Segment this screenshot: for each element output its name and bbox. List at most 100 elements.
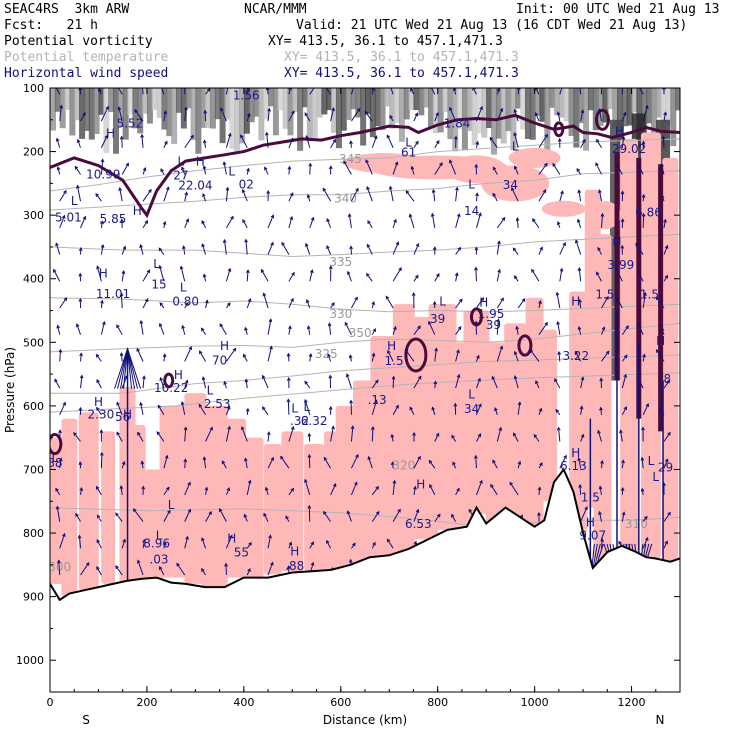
wind-vector-head — [455, 186, 459, 191]
axes: 0 200 400 600 800 1000 1200 100 200 300 400 500 600 7… — [16, 82, 681, 709]
wind-vector-head — [78, 461, 83, 466]
wind-vector — [578, 326, 582, 335]
x-end-label-north: N — [656, 713, 665, 727]
stratosphere-shade — [583, 88, 590, 151]
wind-vector-head — [597, 108, 602, 113]
wind-vector — [180, 266, 186, 282]
wind-vector — [348, 214, 352, 228]
extremum-label: 61 — [401, 146, 416, 160]
wind-vector-head — [349, 245, 353, 250]
wind-vector-head — [641, 426, 645, 431]
wind-vector-head — [513, 432, 517, 437]
wind-vector-head — [181, 245, 186, 250]
wind-vector — [595, 162, 602, 175]
wind-vector — [385, 296, 394, 309]
stratosphere-shade — [292, 88, 299, 113]
wind-vector-head — [323, 82, 326, 85]
init-label: Init: 00 UTC Wed 21 Aug 13 — [516, 2, 720, 17]
wind-vector-head — [622, 111, 627, 116]
wind-vector-head — [660, 163, 664, 168]
wind-vector — [307, 326, 311, 335]
wind-vector-head — [366, 243, 371, 248]
wind-vector-head — [323, 456, 328, 461]
wind-vector — [387, 539, 394, 549]
wind-vector — [267, 319, 272, 335]
wind-vector — [413, 243, 419, 255]
wind-vector — [121, 136, 123, 148]
wind-vector — [531, 269, 540, 282]
stratosphere-shade — [108, 88, 115, 113]
stratosphere-shade — [127, 88, 134, 115]
field-wind-coords: XY= 413.5, 36.1 to 457.1,471.3 — [284, 66, 519, 81]
wind-vector-head — [436, 513, 441, 518]
wind-vector — [642, 537, 649, 549]
wind-vector-head — [395, 241, 400, 246]
wind-vector-head — [288, 325, 292, 330]
wind-vector-head — [78, 88, 83, 91]
wind-vector — [141, 134, 144, 148]
wind-vector-head — [597, 246, 601, 251]
wind-vector-head — [79, 352, 83, 357]
wind-vector-head — [223, 380, 227, 385]
wind-vector — [203, 457, 207, 469]
extremum-label: H — [571, 446, 580, 460]
wind-vector — [267, 346, 273, 362]
field-pv-coords: XY= 413.5, 36.1 to 457.1,471.3 — [268, 34, 503, 49]
wind-vector — [100, 106, 109, 122]
wind-vector-head — [645, 104, 649, 109]
extremum-label: 15 — [151, 277, 166, 291]
wind-vector-head — [415, 140, 419, 145]
wind-vector — [535, 88, 540, 95]
wind-vector — [201, 537, 207, 549]
wind-vector-head — [229, 534, 233, 539]
wind-vector-head — [230, 215, 234, 220]
wind-vector-head — [202, 165, 207, 170]
wind-vector — [538, 163, 548, 175]
wind-vector — [140, 402, 144, 415]
extremum-label: 70 — [212, 354, 227, 368]
extremum-label: .32 — [290, 414, 309, 428]
wind-vector — [97, 514, 102, 522]
wind-vector-head — [328, 165, 333, 170]
wind-vector — [288, 426, 294, 442]
wind-vector-head — [410, 165, 415, 170]
wind-vector-head — [286, 376, 291, 381]
pink-column — [324, 431, 339, 572]
wind-vector — [559, 268, 563, 282]
wind-vector-head — [663, 111, 667, 116]
wind-vector — [371, 511, 380, 522]
extremum-label: 10.22 — [154, 381, 188, 395]
wind-vector-head — [389, 114, 393, 119]
wind-vector-head — [410, 88, 414, 92]
wind-vector — [202, 377, 207, 389]
wind-vector — [577, 219, 582, 229]
wind-vector-head — [531, 268, 535, 273]
wind-vector — [475, 378, 481, 389]
wind-vector-head — [355, 187, 359, 192]
wind-vector-head — [141, 83, 144, 86]
wind-vector — [616, 297, 623, 309]
wind-vector-head — [432, 246, 437, 251]
wind-vector — [559, 191, 564, 202]
wind-vector-head — [100, 158, 105, 163]
x-tick-label: 400 — [233, 696, 254, 709]
wind-vector — [246, 113, 250, 122]
wind-vector — [263, 293, 269, 309]
wind-vector — [115, 565, 123, 576]
wind-vector — [431, 213, 436, 228]
stratosphere-shade — [166, 88, 173, 137]
extremum-label: 3.22 — [562, 349, 589, 363]
wind-vector-head — [457, 326, 462, 330]
stratosphere-shade — [423, 88, 430, 108]
wind-vector-head — [118, 186, 123, 192]
extremum-label: L — [71, 194, 78, 208]
wind-vector — [413, 486, 416, 495]
wind-vector-head — [202, 273, 207, 278]
x-tick-label: 800 — [427, 696, 448, 709]
wind-vector-head — [268, 318, 273, 323]
terrain — [50, 467, 680, 692]
wind-vector — [140, 320, 144, 335]
wind-vector — [455, 187, 458, 202]
stratosphere-shade — [544, 88, 551, 154]
x-axis-label: Distance (km) — [323, 713, 407, 727]
